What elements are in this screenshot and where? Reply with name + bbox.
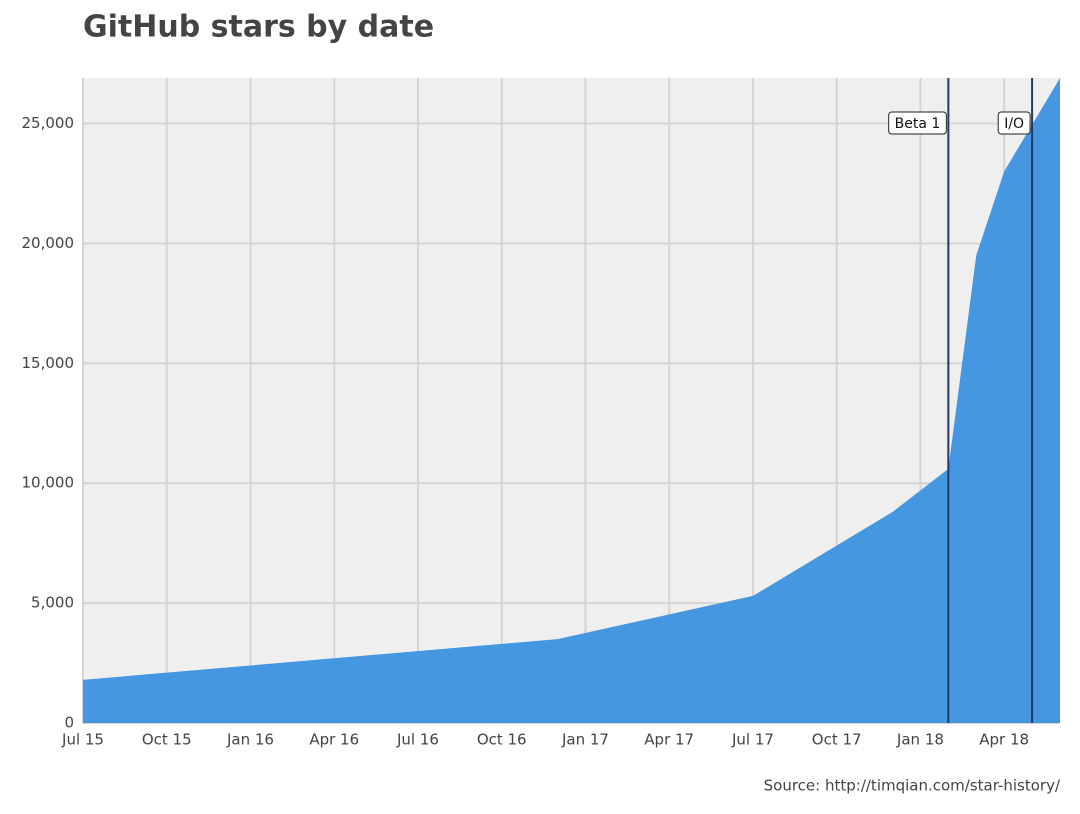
event-label-box: [888, 111, 947, 135]
x-tick-label: Apr 18: [979, 731, 1029, 749]
x-tick-label: Jan 18: [896, 731, 944, 749]
event-label: I/O: [997, 111, 1031, 135]
y-tick-label: 20,000: [22, 234, 75, 252]
x-tick-label: Jan 16: [226, 731, 274, 749]
event-label-text: Beta 1: [895, 116, 941, 132]
x-tick-label: Apr 17: [644, 731, 694, 749]
chart-title: GitHub stars by date: [83, 10, 434, 45]
x-tick-label: Oct 17: [812, 731, 862, 749]
y-tick-label: 15,000: [22, 354, 75, 372]
x-tick-label: Oct 16: [477, 731, 527, 749]
event-label: Beta 1: [888, 111, 947, 135]
x-tick-label: Jul 15: [61, 731, 104, 749]
event-label-text: I/O: [1004, 116, 1024, 132]
x-tick-label: Jan 17: [561, 731, 609, 749]
area: [83, 78, 1060, 723]
event-label-box: [997, 111, 1031, 135]
y-tick-label: 10,000: [22, 474, 75, 492]
y-tick-label: 0: [64, 714, 74, 732]
x-tick-label: Jul 16: [396, 731, 439, 749]
x-tick-label: Apr 16: [309, 731, 359, 749]
y-tick-label: 5,000: [31, 594, 74, 612]
y-tick-label: 25,000: [22, 114, 75, 132]
source-note: Source: http://timqian.com/star-history/: [764, 777, 1061, 795]
x-tick-label: Jul 17: [731, 731, 774, 749]
x-tick-label: Oct 15: [142, 731, 192, 749]
